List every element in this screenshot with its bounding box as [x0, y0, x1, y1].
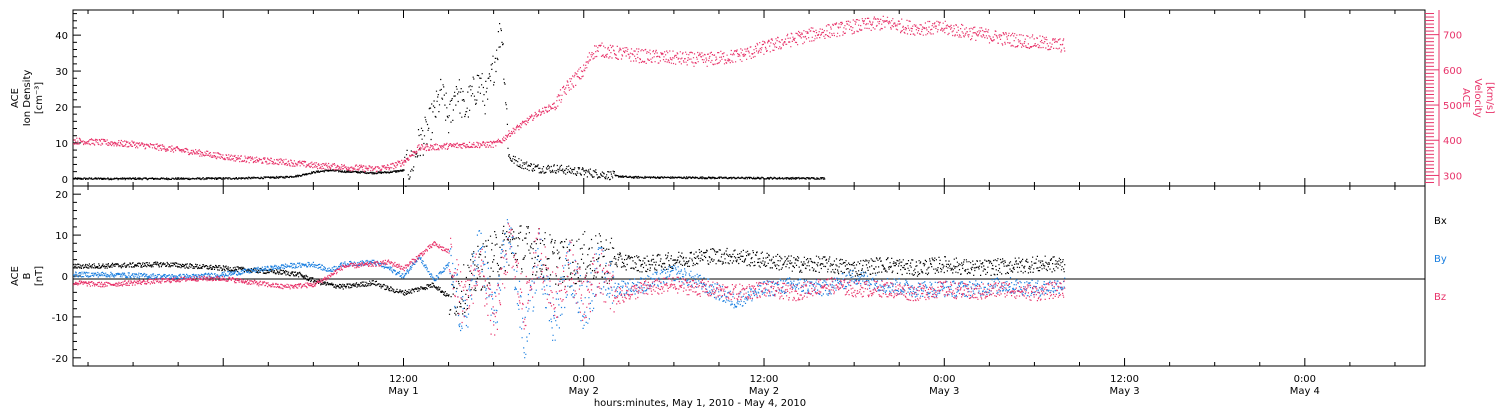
- density-tick-label: 10: [55, 139, 68, 150]
- b-axis-label-line3: [nT]: [34, 266, 45, 286]
- magnetic-field-data: [73, 219, 1066, 359]
- time-tick-label: 0:00: [1294, 374, 1316, 385]
- b-tick-label: -10: [52, 313, 68, 324]
- density-axis-ticks: 0 10 20 30 40: [55, 13, 81, 186]
- b-axis-label-line1: ACE: [10, 266, 21, 286]
- bottom-time-ticks: [87, 186, 1396, 366]
- density-velocity-data: [73, 15, 1066, 187]
- legend-bx: Bx: [1434, 216, 1447, 227]
- top-plot-frame: [72, 9, 1426, 187]
- legend-by: By: [1434, 254, 1447, 265]
- velocity-axis-label-line2: Velocity: [1472, 78, 1483, 117]
- b-tick-label: 0: [62, 272, 68, 283]
- b-tick-label: 20: [55, 190, 68, 201]
- b-axis-label-line2: B: [22, 272, 33, 279]
- velocity-axis-label-line1: ACE: [1460, 88, 1471, 108]
- date-tick-label: May 3: [929, 386, 959, 397]
- density-axis-label-line3: [cm⁻³]: [34, 82, 45, 114]
- density-tick-label: 20: [55, 103, 68, 114]
- x-axis-title: hours:minutes, May 1, 2010 - May 4, 2010: [594, 398, 806, 409]
- time-tick-label: 0:00: [933, 374, 955, 385]
- date-tick-label: May 2: [569, 386, 599, 397]
- date-tick-label: May 3: [1109, 386, 1139, 397]
- date-tick-label: May 4: [1290, 386, 1320, 397]
- bx-series: [73, 225, 1066, 316]
- bottom-plot-frame: [72, 185, 1426, 367]
- velocity-axis-label-line3: [km/s]: [1484, 82, 1495, 114]
- top-time-ticks: [87, 10, 1396, 186]
- ion-density-velocity-panel: 0 10 20 30 40 300 400 500 600 700 ACE Ion Densit…: [10, 9, 1495, 187]
- time-tick-label: 12:00: [750, 374, 779, 385]
- velocity-tick-label: 500: [1443, 101, 1462, 112]
- time-tick-label: 0:00: [573, 374, 595, 385]
- velocity-tick-label: 600: [1443, 66, 1462, 77]
- ion-density-series: [73, 23, 826, 187]
- density-tick-label: 40: [55, 31, 68, 42]
- velocity-axis-ticks: 300 400 500 600 700: [1425, 10, 1462, 186]
- density-axis-label-line2: Ion Density: [22, 70, 33, 127]
- time-tick-label: 12:00: [1110, 374, 1139, 385]
- velocity-tick-label: 300: [1443, 171, 1462, 182]
- density-tick-label: 30: [55, 67, 68, 78]
- magnetic-field-panel: -20 -10 0 10 20 ACE B [nT] Bx By Bz: [10, 185, 1447, 367]
- b-tick-label: 10: [55, 231, 68, 242]
- time-tick-label: 12:00: [389, 374, 418, 385]
- b-axis-ticks: -20 -10 0 10 20: [52, 190, 81, 365]
- density-axis-label-line1: ACE: [10, 88, 21, 108]
- velocity-series: [73, 15, 1066, 173]
- density-tick-label: 0: [62, 175, 68, 186]
- velocity-tick-label: 400: [1443, 136, 1462, 147]
- by-series: [73, 219, 1066, 359]
- date-tick-label: May 2: [749, 386, 779, 397]
- b-tick-label: -20: [52, 354, 68, 365]
- legend-bz: Bz: [1434, 292, 1446, 303]
- date-tick-label: May 1: [388, 386, 418, 397]
- velocity-tick-label: 700: [1443, 31, 1462, 42]
